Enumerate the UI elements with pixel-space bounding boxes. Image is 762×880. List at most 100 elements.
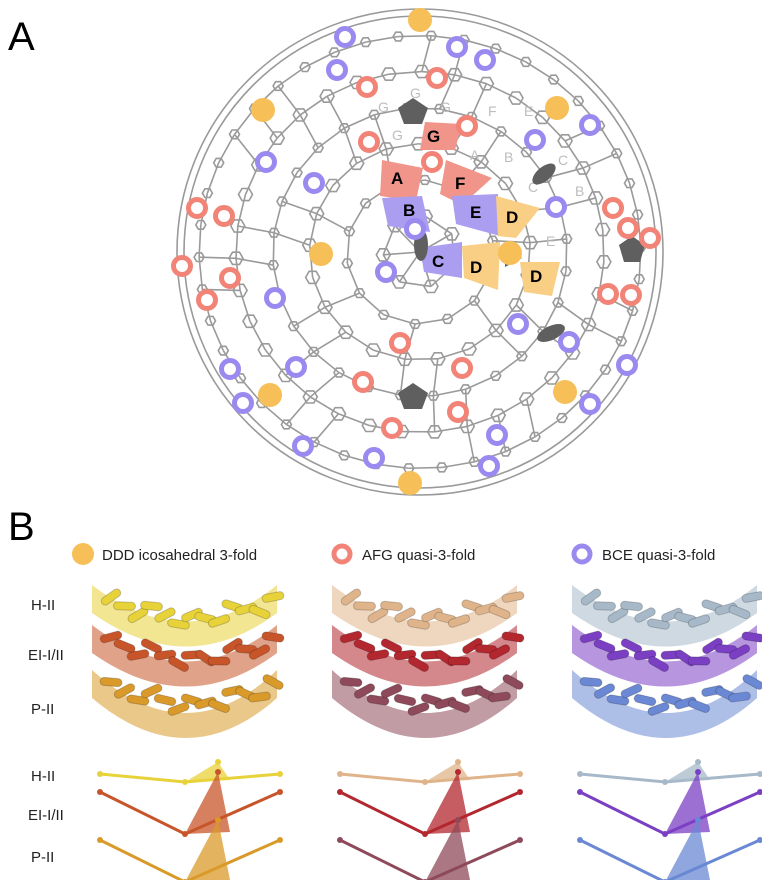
- trimer-schematics: [97, 759, 762, 880]
- mesh-node: [242, 314, 258, 329]
- mesh-edge: [434, 425, 468, 433]
- structure-layer: [572, 625, 757, 687]
- mesh-node: [468, 295, 481, 306]
- trimer-node: [182, 831, 188, 837]
- mesh-node: [409, 318, 422, 330]
- helix-cylinder: [262, 674, 284, 690]
- mesh-edge: [313, 351, 340, 374]
- mesh-node: [304, 270, 321, 285]
- subunit-label: G: [427, 127, 440, 146]
- subunit-g: [420, 122, 462, 150]
- mesh-edge: [285, 396, 311, 426]
- bce-schematic: [577, 759, 762, 880]
- trimer-node: [97, 771, 103, 777]
- mesh-edge: [557, 271, 567, 303]
- helix-cylinder: [248, 604, 271, 620]
- mesh-edge: [332, 162, 358, 187]
- mesh-node: [343, 226, 356, 237]
- structure-layer: [572, 670, 757, 738]
- mesh-node: [217, 345, 230, 356]
- mesh-node: [232, 283, 249, 298]
- row-label-p-ii: P-II: [31, 849, 54, 866]
- mesh-node: [587, 191, 604, 205]
- afg-quasi-threefold-marker: [617, 217, 639, 239]
- ghost-label: E: [546, 233, 555, 249]
- mesh-edge: [441, 461, 475, 469]
- trimer-face: [665, 762, 710, 782]
- trimer-node: [517, 771, 523, 777]
- mesh-edge: [324, 306, 347, 333]
- helix-cylinder: [113, 638, 136, 654]
- trimer-node: [757, 789, 762, 795]
- mesh-node: [626, 305, 639, 316]
- trimer-node: [662, 831, 668, 837]
- ddd-threefold-marker: [251, 98, 275, 122]
- bce-quasi-threefold-marker: [404, 218, 426, 240]
- mesh-node: [423, 279, 439, 294]
- mesh-node: [359, 37, 372, 48]
- row-label-p-ii: P-II: [31, 701, 54, 718]
- bce-quasi-threefold-marker: [446, 36, 468, 58]
- subunit-c: [420, 242, 462, 278]
- mesh-node: [341, 258, 354, 269]
- bce-quasi-threefold-marker: [579, 114, 601, 136]
- mesh-node: [365, 343, 382, 357]
- mesh-node: [490, 408, 507, 423]
- mesh-node: [338, 123, 351, 134]
- helix-cylinder: [620, 638, 643, 654]
- trimer-node: [277, 789, 283, 795]
- mesh-edge: [368, 386, 401, 396]
- helix-cylinder: [447, 614, 471, 628]
- mesh-node: [269, 131, 286, 145]
- bce-quasi-threefold-marker: [232, 392, 254, 414]
- mesh-edge: [495, 47, 527, 63]
- mesh-node: [324, 178, 341, 193]
- bce-quasi-threefold-marker: [363, 447, 385, 469]
- helix-cylinder: [154, 607, 176, 623]
- subunit-d: [496, 196, 540, 238]
- mesh-node: [489, 370, 502, 381]
- mesh-node: [375, 248, 392, 262]
- mesh-node: [497, 176, 514, 191]
- mesh-node: [478, 76, 495, 91]
- helix-cylinder: [140, 600, 163, 612]
- mesh-edge: [553, 78, 579, 102]
- mesh-edge: [551, 352, 574, 379]
- mesh-node: [368, 109, 381, 120]
- helix-cylinder: [366, 649, 390, 661]
- helix-cylinder: [167, 656, 190, 672]
- mesh-edge: [244, 164, 260, 195]
- mesh-edge: [433, 388, 466, 397]
- mesh-node: [443, 227, 460, 241]
- legend-afg-label: AFG quasi-3-fold: [362, 547, 475, 564]
- row-label-h-ii: H-II: [31, 768, 55, 785]
- trimer-node: [695, 759, 701, 765]
- subunit-e: [452, 194, 500, 236]
- mesh-edge: [249, 320, 267, 351]
- structure-layer: [332, 585, 517, 647]
- mesh-node: [312, 142, 325, 153]
- afg-quasi-threefold-marker: [620, 284, 642, 306]
- mesh-node: [396, 352, 413, 367]
- mesh-node: [272, 80, 285, 92]
- helix-cylinder: [380, 683, 403, 699]
- helix-cylinder: [462, 637, 483, 655]
- afg-quasi-threefold-marker: [186, 197, 208, 219]
- helix-cylinder: [579, 630, 603, 644]
- trimer-node: [577, 771, 583, 777]
- helix-cylinder: [126, 649, 150, 661]
- trimer-face: [666, 820, 710, 880]
- helix-cylinder: [353, 683, 376, 699]
- helix-cylinder: [620, 683, 643, 699]
- mesh-node: [615, 336, 628, 347]
- afg-quasi-threefold-marker: [381, 417, 403, 439]
- mesh-edge: [277, 66, 306, 87]
- mesh-node: [377, 309, 390, 320]
- afg-quasi-threefold-marker: [358, 131, 380, 153]
- helix-cylinder: [742, 674, 762, 690]
- trimer-node: [337, 771, 343, 777]
- ddd-threefold-marker: [408, 8, 432, 32]
- mesh-node: [299, 62, 311, 73]
- helix-cylinder: [501, 631, 525, 643]
- trimer-edge: [339, 838, 521, 880]
